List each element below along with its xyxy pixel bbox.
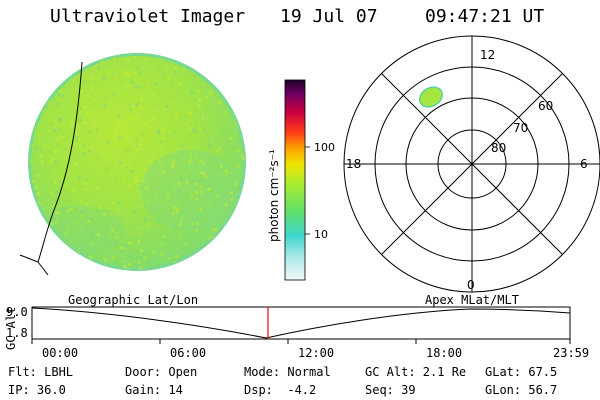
altitude-strip <box>31 306 571 340</box>
mlt-label-0: 0 <box>467 278 475 292</box>
status-glon: GLon: 56.7 <box>485 383 558 397</box>
date-readout: 19 Jul 07 <box>280 6 378 27</box>
lat-label-60: 60 <box>538 99 553 113</box>
timeline-ytick-bottom: 1.8 <box>6 326 28 340</box>
altitude-curve <box>31 307 571 339</box>
status-glat: GLat: 67.5 <box>485 365 558 379</box>
timeline-xtick: 18:00 <box>426 346 463 360</box>
polar-plot <box>343 35 600 293</box>
lat-label-70: 70 <box>513 121 528 135</box>
status-ip: IP: 36.0 <box>8 383 66 397</box>
status-mode: Mode: Normal <box>244 365 331 379</box>
status-gain: Gain: 14 <box>125 383 183 397</box>
status-door: Door: Open <box>125 365 198 379</box>
mlt-label-6: 6 <box>580 157 588 171</box>
mlt-label-12: 12 <box>480 48 495 62</box>
timeline-xtick: 00:00 <box>42 346 79 360</box>
status-seq: Seq: 39 <box>365 383 416 397</box>
timeline-xtick: 12:00 <box>298 346 335 360</box>
timeline-xtick: 06:00 <box>170 346 207 360</box>
uv-image-disk <box>28 53 246 271</box>
timeline-right-caption: Apex MLat/MLT <box>425 293 519 307</box>
time-readout: 09:47:21 UT <box>425 6 545 27</box>
app-title: Ultraviolet Imager <box>50 6 246 27</box>
status-dsp: Dsp: -4.2 <box>244 383 317 397</box>
lat-label-80: 80 <box>491 141 506 155</box>
timeline-xtick: 23:59 <box>553 346 590 360</box>
terminator-line <box>19 61 83 276</box>
colorbar-unit-label: photon cm⁻²s⁻¹ <box>267 149 281 242</box>
status-gc-alt: GC Alt: 2.1 Re <box>365 365 467 379</box>
mlt-label-18: 18 <box>346 157 361 171</box>
colorbar-ticks <box>305 146 310 235</box>
colorbar-tick-10: 10 <box>314 228 328 241</box>
status-filter: Flt: LBHL <box>8 365 74 379</box>
colorbar <box>284 79 306 281</box>
colorbar-tick-100: 100 <box>314 141 335 154</box>
timeline-left-caption: Geographic Lat/Lon <box>68 293 199 307</box>
timeline-ticks <box>31 339 571 344</box>
timeline-ytick-top: 9.0 <box>6 305 28 319</box>
auroral-emission-spot <box>418 86 444 108</box>
